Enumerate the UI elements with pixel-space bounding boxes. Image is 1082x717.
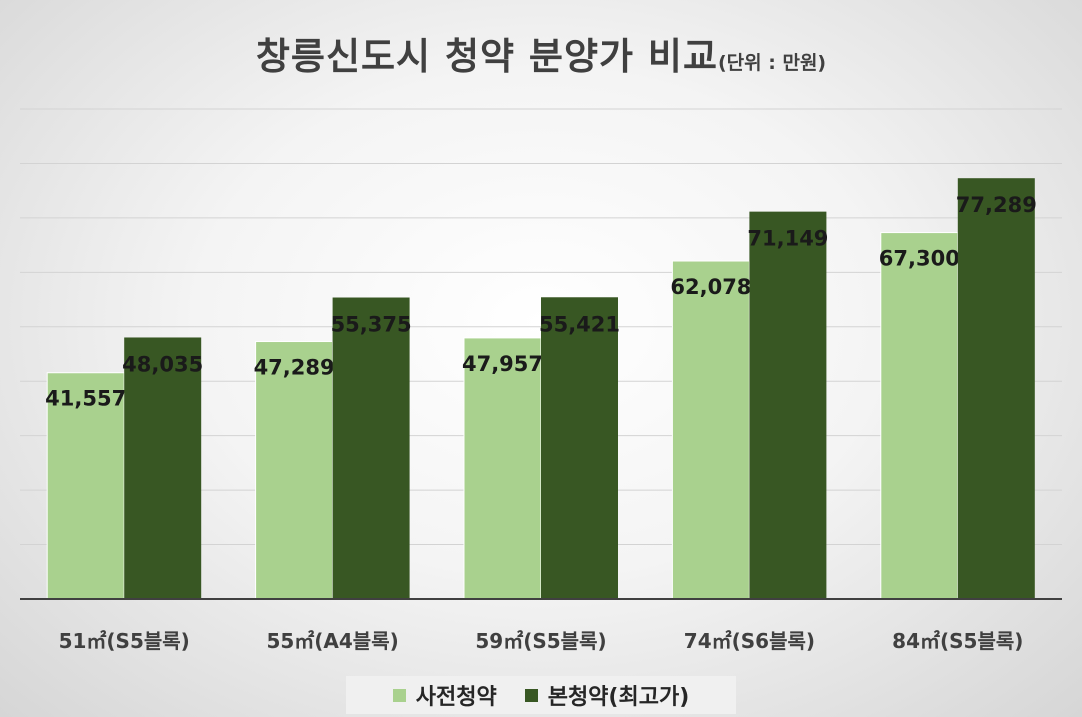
data-label: 47,957 xyxy=(462,352,543,376)
chart-legend: 사전청약 본청약(최고가) xyxy=(346,676,736,714)
bar-pre-subscription xyxy=(671,260,750,600)
category-label: 55㎡(A4블록) xyxy=(266,629,398,653)
category-label: 84㎡(S5블록) xyxy=(892,629,1023,653)
legend-swatch-pre-subscription xyxy=(392,688,406,702)
data-label: 62,078 xyxy=(670,275,751,299)
data-label: 55,421 xyxy=(539,312,620,336)
bar-pre-subscription xyxy=(255,341,334,600)
chart-title-main: 창릉신도시 청약 분양가 비교 xyxy=(255,35,718,78)
bar-pre-subscription xyxy=(463,337,542,600)
category-label: 74㎡(S6블록) xyxy=(684,629,815,653)
category-label: 51㎡(S5블록) xyxy=(59,629,190,653)
data-label: 55,375 xyxy=(331,313,412,337)
data-label: 71,149 xyxy=(747,227,828,251)
legend-label-main-subscription: 본청약(최고가) xyxy=(547,685,690,710)
legend-swatch-main-subscription xyxy=(524,688,538,702)
bar-main-subscription xyxy=(749,211,827,599)
bar-pre-subscription xyxy=(46,372,125,600)
legend-label-pre-subscription: 사전청약 xyxy=(415,685,497,710)
data-label: 47,289 xyxy=(254,356,335,380)
legend-item-pre-subscription: 사전청약 xyxy=(392,679,497,711)
data-label: 41,557 xyxy=(45,387,126,411)
data-label: 48,035 xyxy=(122,352,203,376)
data-label: 67,300 xyxy=(879,247,960,271)
chart-title: 창릉신도시 청약 분양가 비교(단위 : 만원) xyxy=(0,26,1082,80)
legend-item-main-subscription: 본청약(최고가) xyxy=(524,679,690,711)
bar-main-subscription xyxy=(541,297,618,599)
bar-main-subscription xyxy=(124,337,202,599)
chart-unit-subtitle: (단위 : 만원) xyxy=(718,52,827,74)
data-label: 77,289 xyxy=(956,193,1037,217)
category-label: 59㎡(S5블록) xyxy=(475,629,606,653)
bar-main-subscription xyxy=(957,178,1035,599)
bar-main-subscription xyxy=(332,297,410,599)
bar-pre-subscription xyxy=(880,232,959,600)
